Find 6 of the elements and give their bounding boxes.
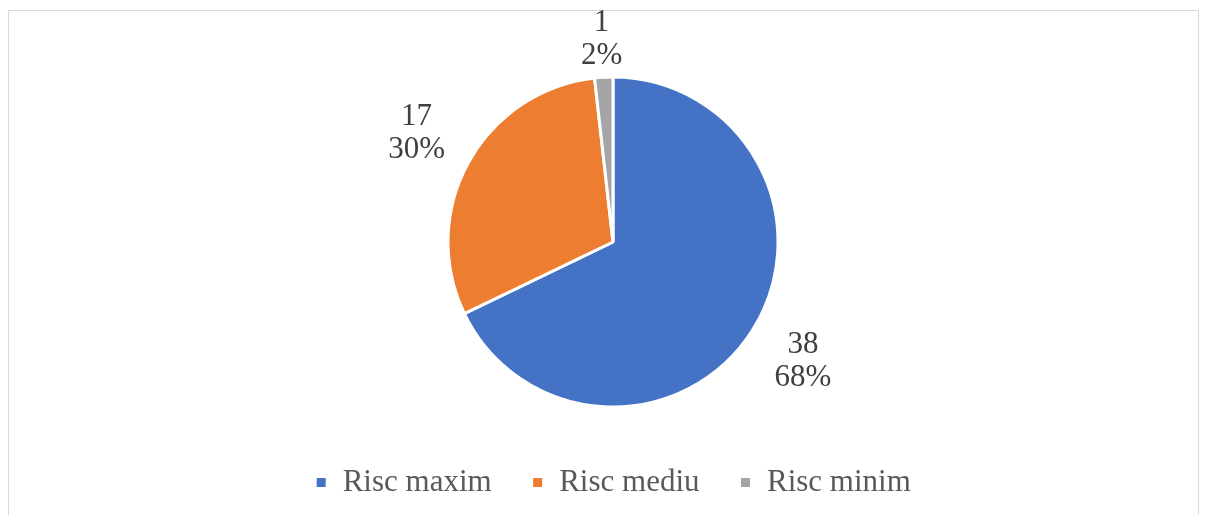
legend-label: Risc minim bbox=[767, 462, 911, 498]
legend-label: Risc maxim bbox=[342, 462, 492, 498]
data-label: 1 2% bbox=[580, 2, 623, 71]
data-label: 38 68% bbox=[774, 325, 832, 394]
legend-label: Risc mediu bbox=[559, 462, 700, 498]
data-label: 17 30% bbox=[388, 97, 446, 166]
